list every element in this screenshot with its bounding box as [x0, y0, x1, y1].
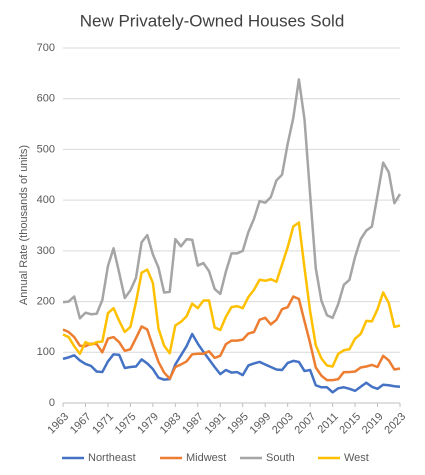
x-tick-label: 2007: [293, 411, 319, 437]
x-tick-label: 2011: [316, 411, 341, 436]
x-tick-label: 1967: [68, 411, 94, 437]
x-tick-label: 1983: [158, 411, 184, 437]
x-tick-label: 2023: [382, 411, 408, 437]
y-tick-label: 0: [49, 397, 55, 409]
x-tick-label: 1975: [113, 411, 139, 437]
legend-label: Midwest: [186, 452, 226, 464]
legend-label: Northeast: [88, 452, 136, 464]
legend-label: West: [344, 452, 369, 464]
y-tick-label: 100: [37, 346, 55, 358]
x-tick-label: 1963: [45, 411, 71, 437]
x-tick-label: 1999: [248, 411, 274, 437]
x-tick-label: 2019: [360, 411, 386, 437]
x-tick-label: 2015: [337, 411, 363, 437]
series-line: [62, 332, 401, 394]
series-line: [62, 295, 401, 382]
x-tick-label: 1979: [135, 411, 161, 437]
y-tick-label: 300: [37, 245, 55, 257]
y-tick-label: 600: [37, 93, 55, 105]
x-tick-label: 2003: [270, 411, 296, 437]
chart-title: New Privately-Owned Houses Sold: [80, 11, 345, 30]
y-axis-label: Annual Rate (thousands of units): [18, 145, 30, 305]
x-tick-label: 1991: [203, 411, 229, 437]
x-tick-label: 1987: [180, 411, 206, 437]
series-line: [62, 221, 401, 368]
y-tick-label: 400: [37, 194, 55, 206]
x-tick-label: 1971: [90, 411, 116, 437]
x-tick-label: 1995: [225, 411, 251, 437]
series-line: [62, 78, 402, 320]
legend-label: South: [266, 452, 295, 464]
y-tick-label: 700: [37, 42, 55, 54]
y-tick-label: 500: [37, 143, 55, 155]
y-tick-label: 200: [37, 295, 55, 307]
